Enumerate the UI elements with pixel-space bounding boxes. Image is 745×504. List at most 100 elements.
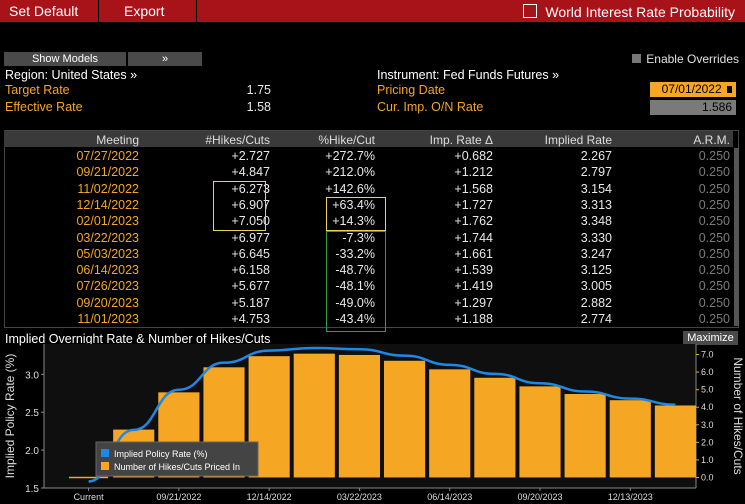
table-cell: 0.250 xyxy=(698,230,730,245)
table-cell: 0.250 xyxy=(698,246,730,261)
table-cell: 3.005 xyxy=(580,279,612,294)
x-tick-label: 06/14/2023 xyxy=(427,492,472,502)
table-cell: -49.0% xyxy=(335,295,375,310)
table-header-row xyxy=(4,131,733,147)
y2-tick-label: 5.0 xyxy=(701,385,714,395)
table-cell: +1.212 xyxy=(454,165,493,180)
highlight-box-hikes xyxy=(213,181,266,231)
table-cell: +5.677 xyxy=(231,279,270,294)
y-tick-label: 2.5 xyxy=(25,408,39,419)
table-cell: 0.250 xyxy=(698,312,730,326)
table-cell[interactable]: 05/03/2023 xyxy=(76,246,139,261)
y2-tick-label: 4.0 xyxy=(701,402,714,412)
table-cell: 3.348 xyxy=(580,214,612,229)
pricing-date-input[interactable]: 07/01/2022 xyxy=(650,82,736,97)
y-tick-label: 2.0 xyxy=(25,446,39,457)
chart-title: Implied Overnight Rate & Number of Hikes… xyxy=(5,332,271,346)
checkbox-icon[interactable] xyxy=(632,54,642,63)
y2-tick-label: 6.0 xyxy=(701,367,714,377)
y2-tick-label: 1.0 xyxy=(701,455,714,465)
y2-axis-label: Number of Hikes/Cuts xyxy=(731,357,745,474)
region-selector[interactable]: Region: United States » xyxy=(5,68,138,82)
effective-rate-value: 1.58 xyxy=(246,100,271,114)
table-cell: 0.250 xyxy=(698,197,730,212)
set-default-button[interactable]: Set Default xyxy=(9,3,79,19)
maximize-button[interactable]: Maximize xyxy=(683,331,738,345)
y2-tick-label: 0.0 xyxy=(701,472,714,482)
table-cell[interactable]: 02/01/2023 xyxy=(76,214,139,229)
y2-tick-label: 7.0 xyxy=(701,350,714,360)
table-cell: +1.419 xyxy=(454,279,493,294)
window-title: World Interest Rate Probability xyxy=(523,3,735,20)
table-cell[interactable]: 03/22/2023 xyxy=(76,230,139,245)
table-cell[interactable]: 11/01/2023 xyxy=(77,312,139,326)
export-button[interactable]: Export xyxy=(124,3,165,19)
pricing-date-value: 07/01/2022 xyxy=(661,82,722,96)
header-arm[interactable]: A.R.M. xyxy=(693,133,730,147)
show-models-button[interactable]: Show Models xyxy=(4,52,126,66)
instrument-selector[interactable]: Instrument: Fed Funds Futures » xyxy=(377,68,560,82)
table-cell: +6.977 xyxy=(231,230,270,245)
calendar-icon[interactable] xyxy=(727,86,732,93)
external-link-icon[interactable] xyxy=(523,4,538,18)
enable-overrides-toggle[interactable]: Enable Overrides xyxy=(632,52,739,66)
table-cell: 2.267 xyxy=(580,149,612,163)
table-cell: -48.1% xyxy=(335,279,375,294)
table-cell: +6.273 xyxy=(231,181,270,196)
table-cell: 2.774 xyxy=(580,312,612,326)
table-cell[interactable]: 06/14/2023 xyxy=(76,263,139,278)
x-tick-label: Current xyxy=(74,492,105,502)
table-cell: +272.7% xyxy=(325,149,375,163)
menu-separator xyxy=(98,0,99,22)
cur-imp-rate-value: 1.586 xyxy=(650,100,736,115)
table-cell: +0.682 xyxy=(454,149,493,163)
table-cell: -48.7% xyxy=(335,263,375,278)
table-cell[interactable]: 09/21/2022 xyxy=(76,165,139,180)
table-cell: 3.313 xyxy=(580,197,612,212)
x-tick-label: 09/20/2023 xyxy=(517,492,562,502)
header-implied-rate[interactable]: Implied Rate xyxy=(544,133,612,147)
table-cell: +1.539 xyxy=(454,263,493,278)
target-rate-label: Target Rate xyxy=(5,83,70,97)
table-cell: 0.250 xyxy=(698,279,730,294)
bar-hikes-cuts xyxy=(429,369,471,478)
x-tick-label: 09/21/2022 xyxy=(156,492,201,502)
legend-line-label: Implied Policy Rate (%) xyxy=(114,449,208,459)
y-tick-label: 3.0 xyxy=(25,370,39,381)
table-cell: 3.330 xyxy=(580,230,612,245)
table-cell[interactable]: 09/20/2023 xyxy=(76,295,139,310)
y-tick-label: 1.5 xyxy=(25,484,39,495)
table-cell: 0.250 xyxy=(698,214,730,229)
table-cell: +142.6% xyxy=(325,181,375,196)
table-cell[interactable]: 07/26/2023 xyxy=(76,279,139,294)
table-cell: 0.250 xyxy=(698,295,730,310)
table-cell: -7.3% xyxy=(342,230,375,245)
bar-hikes-cuts xyxy=(474,377,516,478)
header-pct-hike-cut[interactable]: %Hike/Cut xyxy=(318,133,375,147)
expand-chevron-button[interactable]: » xyxy=(128,52,202,66)
header-imp-rate-delta[interactable]: Imp. Rate Δ xyxy=(429,133,493,147)
header-hikes-cuts[interactable]: #Hikes/Cuts xyxy=(205,133,270,147)
table-cell: 0.250 xyxy=(698,181,730,196)
table-cell: 3.125 xyxy=(580,263,612,278)
table-cell: +4.847 xyxy=(231,165,270,180)
menu-separator xyxy=(196,0,197,22)
table-cell: 3.247 xyxy=(580,246,612,261)
y-axis-label: Implied Policy Rate (%) xyxy=(3,354,17,479)
table-cell[interactable]: 11/02/2022 xyxy=(77,181,139,196)
y2-tick-label: 2.0 xyxy=(701,437,714,447)
x-tick-label: 03/22/2023 xyxy=(337,492,382,502)
table-cell: +2.727 xyxy=(231,149,270,163)
table-cell: +5.187 xyxy=(231,295,270,310)
table-cell: -33.2% xyxy=(335,246,375,261)
header-meeting[interactable]: Meeting xyxy=(96,133,139,147)
bar-hikes-cuts xyxy=(519,386,561,478)
menubar: Set Default Export World Interest Rate P… xyxy=(0,0,745,22)
table-cell[interactable]: 07/27/2022 xyxy=(76,149,139,163)
table-cell[interactable]: 12/14/2022 xyxy=(76,197,139,212)
rates-chart: 1.5 2.0 2.5 3.0 0.0 1.0 2.0 3.0 4.0 5.0 6.0 7.0 Cu… xyxy=(3,344,745,502)
table-cell: +1.762 xyxy=(454,214,493,229)
table-scrollbar[interactable] xyxy=(734,148,739,326)
legend-bar-label: Number of Hikes/Cuts Priced In xyxy=(114,462,240,472)
table-cell: +1.297 xyxy=(454,295,493,310)
